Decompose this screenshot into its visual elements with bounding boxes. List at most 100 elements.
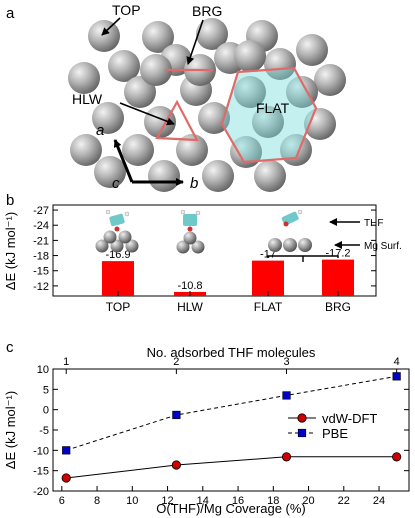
panel-label-b: b xyxy=(6,192,14,209)
y-axis-ticks-b: -12 -15 -18 -21 -24 -27 xyxy=(33,205,376,293)
y-tick-label-c-0: -20 xyxy=(33,486,49,498)
axis-label-a: a xyxy=(96,122,104,139)
legend-label-pbe: PBE xyxy=(322,426,348,441)
point-pbe-3 xyxy=(392,372,401,381)
category-label-flat: FLAT xyxy=(254,300,283,314)
x-tick-label-c-1: 8 xyxy=(94,495,100,507)
mg-atom-8 xyxy=(264,48,296,80)
thf-molecule-flat-site xyxy=(268,209,312,252)
point-vdw-dft-0 xyxy=(61,473,71,483)
flat-brg-bracket xyxy=(267,255,339,262)
series-line-vdw-dft xyxy=(66,456,397,479)
bar-brg xyxy=(322,259,354,296)
y-tick-label-b-5: -27 xyxy=(33,205,49,217)
y-tick-label-c-5: 5 xyxy=(43,384,49,396)
y-axis-label-b: ΔE (kJ mol⁻¹) xyxy=(3,212,18,290)
top-arrow xyxy=(101,17,121,36)
mg-atom-0 xyxy=(88,20,120,52)
mg-atom-5 xyxy=(108,50,140,82)
category-label-hlw: HLW xyxy=(177,300,203,314)
bar-flat xyxy=(252,260,284,296)
point-vdw-dft-1 xyxy=(171,460,181,470)
plot-frame-c xyxy=(52,368,410,492)
thf-molecule-top-site xyxy=(95,209,139,253)
top-tick-label-c-1: 2 xyxy=(173,356,179,368)
point-pbe-2 xyxy=(282,391,291,400)
x-tick-label-c-9: 24 xyxy=(373,495,385,507)
y-tick-label-c-1: -15 xyxy=(33,466,49,478)
top-tick-label-c-2: 3 xyxy=(283,356,289,368)
mg-atom-21 xyxy=(122,134,154,166)
y-tick-label-c-3: -5 xyxy=(39,425,49,437)
mg-atom-26 xyxy=(148,160,180,192)
mg-atom-28 xyxy=(254,160,286,192)
thf-molecule-hlw-site xyxy=(176,209,205,254)
x-tick-label-c-2: 10 xyxy=(126,495,138,507)
point-vdw-dft-3 xyxy=(392,452,402,462)
label-top: TOP xyxy=(112,2,141,18)
mg-atom-11 xyxy=(124,76,156,108)
mg-atom-9 xyxy=(314,64,346,96)
x-tick-label-c-0: 6 xyxy=(59,495,65,507)
x-tick-label-c-6: 18 xyxy=(267,495,279,507)
label-flat: FLAT xyxy=(256,100,290,116)
panel-label-c: c xyxy=(6,339,14,356)
bar-top xyxy=(102,261,134,296)
mg-atom-1 xyxy=(142,21,174,53)
y-axis-label-c: ΔE (kJ mol⁻¹) xyxy=(3,391,18,469)
brg-arrow xyxy=(186,19,204,65)
category-label-brg: BRG xyxy=(325,300,351,314)
mg-atom-13 xyxy=(234,76,266,108)
plot-frame-b xyxy=(52,204,377,297)
y-tick-label-b-1: -15 xyxy=(33,266,49,278)
y-tick-label-b-2: -18 xyxy=(33,251,49,263)
mg-atom-27 xyxy=(202,160,234,192)
x-tick-label-c-5: 16 xyxy=(232,495,244,507)
panel-b: b -12-15-18-21-24-27 -16.9-10.8-17 -17.2 … xyxy=(3,192,402,314)
mg-atom-18 xyxy=(252,106,284,138)
axis-label-c: c xyxy=(112,175,120,192)
bar-value-label-hlw: -10.8 xyxy=(177,280,202,292)
flat-site-hexagon xyxy=(220,66,318,164)
legend-label-vdw-dft: vdW-DFT xyxy=(322,411,377,426)
top-axis-label-c: No. adsorbed THF molecules xyxy=(147,345,316,360)
mg-surface-spheres xyxy=(68,18,346,192)
y-tick-label-b-0: -12 xyxy=(33,281,49,293)
axis-arrow-a xyxy=(113,139,134,183)
series-c xyxy=(61,372,402,483)
mg-atom-14 xyxy=(286,76,318,108)
mg-atom-20 xyxy=(70,134,102,166)
annotation-mg-surface: Mg Surf. xyxy=(364,241,402,252)
y-tick-label-c-6: 10 xyxy=(37,364,49,376)
category-labels-b: TOP HLW FLAT BRG xyxy=(106,291,351,314)
x-tick-label-c-3: 12 xyxy=(161,495,173,507)
y-tick-label-b-4: -24 xyxy=(33,220,49,232)
x-tick-label-c-8: 22 xyxy=(338,495,350,507)
x-axis-label-c: O(THF)/Mg Coverage (%) xyxy=(156,501,306,516)
label-hlw: HLW xyxy=(72,91,103,107)
point-pbe-0 xyxy=(62,446,71,455)
mg-atom-4 xyxy=(296,34,328,66)
mg-atom-25 xyxy=(94,156,126,188)
label-brg: BRG xyxy=(192,3,222,19)
mg-atom-22 xyxy=(176,134,208,166)
hlw-arrow xyxy=(119,102,175,126)
top-tick-label-c-0: 1 xyxy=(63,356,69,368)
y-tick-label-c-2: -10 xyxy=(33,445,49,457)
axis-label-b: b xyxy=(190,175,198,192)
legend-marker-vdw-dft xyxy=(297,413,307,423)
point-vdw-dft-2 xyxy=(281,452,292,462)
mg-atom-10 xyxy=(68,62,100,94)
y-tick-label-b-3: -21 xyxy=(33,235,49,247)
y-tick-label-c-4: 0 xyxy=(43,405,49,417)
top-tick-label-c-3: 4 xyxy=(394,356,400,368)
mg-atom-23 xyxy=(230,136,262,168)
mg-atom-31 xyxy=(140,54,172,86)
bars-b: -16.9-10.8-17 -17.2 xyxy=(102,248,354,296)
bar-value-label-top: -16.9 xyxy=(105,249,130,261)
mg-atom-2 xyxy=(196,18,228,50)
category-label-top: TOP xyxy=(106,300,130,314)
